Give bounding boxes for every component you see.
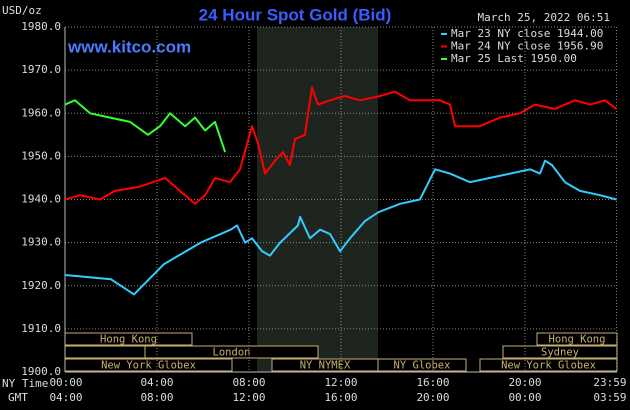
legend-label: Mar 24 NY close 1956.90: [451, 40, 603, 53]
x2-axis-label: GMT: [8, 391, 28, 404]
x-tick-label: 00:00: [49, 376, 82, 389]
x-tick-label: 16:00: [416, 376, 449, 389]
x-tick-label: 23:59: [593, 376, 626, 389]
x-axis-label: NY Time: [2, 377, 48, 390]
y-axis-label: USD/oz: [2, 4, 42, 17]
price-line: [64, 86, 618, 205]
y-tick-label: 1970.0: [21, 63, 61, 76]
y-tick-label: 1910.0: [21, 322, 61, 335]
y-tick-label: 1920.0: [21, 279, 61, 292]
price-line: [64, 99, 227, 153]
timestamp: March 25, 2022 06:51: [478, 11, 610, 24]
session-label: Hong Kong: [549, 334, 606, 346]
y-tick-label: 1950.0: [21, 149, 61, 162]
x-tick-label: 04:00: [140, 376, 173, 389]
session-label: NY NYMEX: [300, 360, 351, 372]
website: www.kitco.com: [67, 37, 191, 56]
x-tick-label: 12:00: [324, 376, 357, 389]
price-line: [64, 159, 617, 296]
y-tick-label: 1900.0: [21, 365, 61, 378]
y-tick-label: 1980.0: [21, 20, 61, 33]
x-tick-label: 20:00: [508, 376, 541, 389]
session-box: [377, 358, 467, 372]
session-label: Sydney: [541, 347, 579, 359]
session-box: [144, 345, 319, 359]
session-label: NY Globex: [394, 360, 451, 372]
x2-tick-label: 04:00: [49, 391, 82, 404]
legend-label: Mar 23 NY close 1944.00: [451, 27, 603, 40]
x2-tick-label: 03:59: [593, 391, 626, 404]
session-label: London: [213, 347, 251, 359]
session-label: New York Globex: [101, 360, 196, 372]
x2-tick-label: 16:00: [324, 391, 357, 404]
x2-tick-label: 12:00: [232, 391, 265, 404]
legend-label: Mar 25 Last 1950.00: [451, 52, 577, 65]
x-tick-label: 08:00: [232, 376, 265, 389]
session-box: [64, 345, 146, 359]
y-tick-label: 1940.0: [21, 193, 61, 206]
session-label: New York Globex: [501, 360, 596, 372]
chart-title: 24 Hour Spot Gold (Bid): [199, 5, 392, 24]
session-label: Hong Kong: [100, 334, 157, 346]
session-box: [479, 358, 618, 372]
x2-tick-label: 20:00: [416, 391, 449, 404]
y-tick-label: 1930.0: [21, 236, 61, 249]
x2-tick-label: 08:00: [140, 391, 173, 404]
y-tick-label: 1960.0: [21, 106, 61, 119]
x2-tick-label: 00:00: [508, 391, 541, 404]
